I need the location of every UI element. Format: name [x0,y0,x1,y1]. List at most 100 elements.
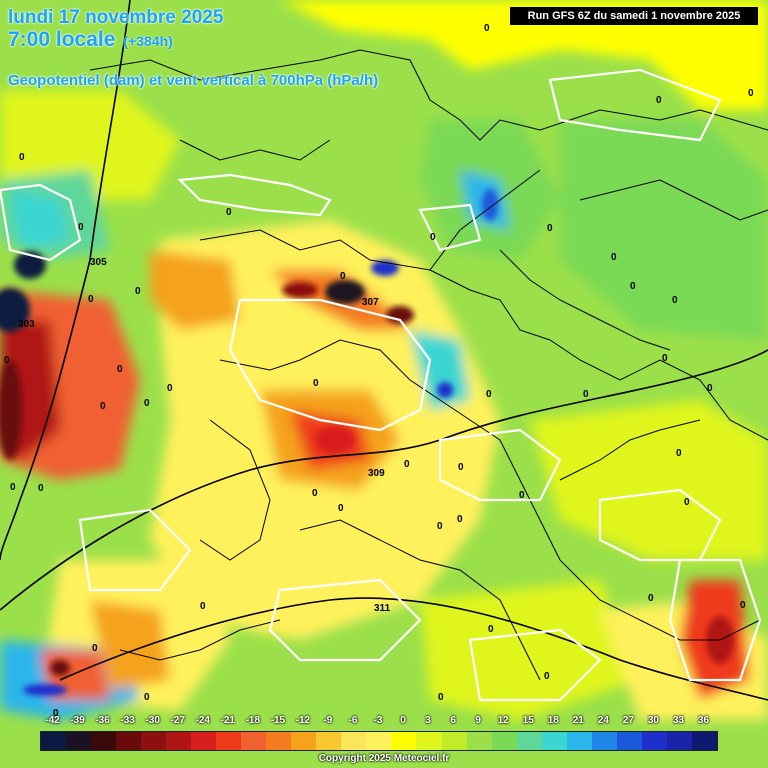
legend-swatch [491,732,517,750]
zero-label: 0 [684,497,690,508]
run-info: Run GFS 6Z du samedi 1 novembre 2025 [510,7,758,25]
zero-label: 0 [519,490,525,501]
legend-swatch [341,732,367,750]
legend-swatch [366,732,392,750]
zero-label: 0 [583,389,589,400]
zero-label: 0 [53,708,59,719]
contour-label-305: 305 [90,257,107,268]
zero-label: 0 [488,624,494,635]
legend-swatch [441,732,467,750]
zero-label: 0 [656,95,662,106]
legend-tick-label: -18 [245,715,261,726]
legend-tick-label: 0 [400,715,406,726]
zero-label: 0 [438,692,444,703]
legend-tick-label: -36 [95,715,110,726]
legend-tick-label: 24 [597,715,609,726]
zero-label: 0 [672,295,678,306]
legend-swatch [566,732,592,750]
zero-label: 0 [707,383,713,394]
copyright: Copyright 2025 Meteociel.fr [318,753,450,764]
legend-swatch [241,732,267,750]
legend-swatch [291,732,317,750]
legend-tick-label: 9 [475,715,481,726]
zero-label: 0 [144,692,150,703]
zero-label: 0 [10,482,16,493]
zero-label: 0 [748,88,754,99]
zero-label: 0 [340,271,346,282]
legend-swatch [641,732,667,750]
forecast-date: lundi 17 novembre 2025 [8,7,224,28]
map-title: lundi 17 novembre 2025 7:00 locale (+384… [8,8,223,52]
zero-label: 0 [78,222,84,233]
zero-label: 0 [437,521,443,532]
contour-label-307: 307 [362,297,379,308]
legend-swatch [41,732,67,750]
legend-swatch [66,732,92,750]
legend-tick-label: -42 [45,715,60,726]
legend-tick-label: 36 [697,715,710,726]
legend-tick-label: 30 [647,715,659,726]
legend-swatch [216,732,242,750]
legend-tick-label: -33 [120,715,135,726]
zero-label: 0 [338,503,344,514]
zero-label: 0 [200,601,206,612]
zero-label: 0 [457,514,463,525]
zero-contours [0,68,762,702]
zero-label: 0 [4,355,10,366]
legend-tick-label: -39 [70,715,85,726]
zero-label: 0 [117,364,123,375]
legend-tick-label: 12 [497,715,509,726]
legend-tick-label: 21 [572,715,584,726]
zero-label: 0 [486,389,492,400]
parameter-title: Geopotentiel (dam) et vent vertical à 70… [8,72,379,89]
zero-label: 0 [547,223,553,234]
lead-time: (+384h) [123,33,173,49]
legend-swatch [166,732,192,750]
forecast-time: 7:00 locale [8,28,116,51]
zero-label: 0 [38,483,44,494]
legend-swatch [616,732,642,750]
zero-label: 0 [92,643,98,654]
zero-label: 0 [648,593,654,604]
zero-label: 0 [226,207,232,218]
legend-tick-label: -15 [270,715,286,726]
zero-label: 0 [740,600,746,611]
color-legend [40,731,718,751]
legend-swatch [516,732,542,750]
contour-label-303: 303 [18,319,35,330]
legend-swatch [541,732,567,750]
legend-swatch [691,732,717,750]
legend-swatch [91,732,117,750]
zero-label: 0 [458,462,464,473]
zero-label: 0 [100,401,106,412]
zero-label: 0 [312,488,318,499]
zero-label: 0 [19,152,25,163]
zero-label: 0 [313,378,319,389]
legend-tick-label: -12 [295,715,311,726]
contour-label-309: 309 [368,468,385,479]
zero-label: 0 [404,459,410,470]
zero-label: 0 [662,353,668,364]
legend-tick-label: -30 [145,715,160,726]
legend-ticks: -42 -39 -36 -33 -30 -27 -24 -21 -18 -15 -12 -9 -6 -3 0… [40,715,716,729]
legend-tick-label: -27 [170,715,185,726]
legend-swatch [191,732,217,750]
zero-label: 0 [144,398,150,409]
legend-swatch [391,732,417,750]
legend-tick-label: 6 [450,715,456,726]
zero-label: 0 [544,671,550,682]
legend-tick-label: -6 [348,715,358,726]
legend-tick-label: -3 [373,715,383,726]
map-labels: 305 303 307 309 311 0 0 0 0 0 0 0 0 0 0 … [4,23,754,719]
zero-label: 0 [676,448,682,459]
zero-label: 0 [630,281,636,292]
legend-tick-label: 27 [622,715,634,726]
legend-tick-label: 15 [522,715,534,726]
zero-label: 0 [135,286,141,297]
legend-tick-label: -24 [195,715,210,726]
zero-label: 0 [611,252,617,263]
zero-label: 0 [88,294,94,305]
legend-tick-label: 33 [672,715,684,726]
legend-swatch [141,732,167,750]
